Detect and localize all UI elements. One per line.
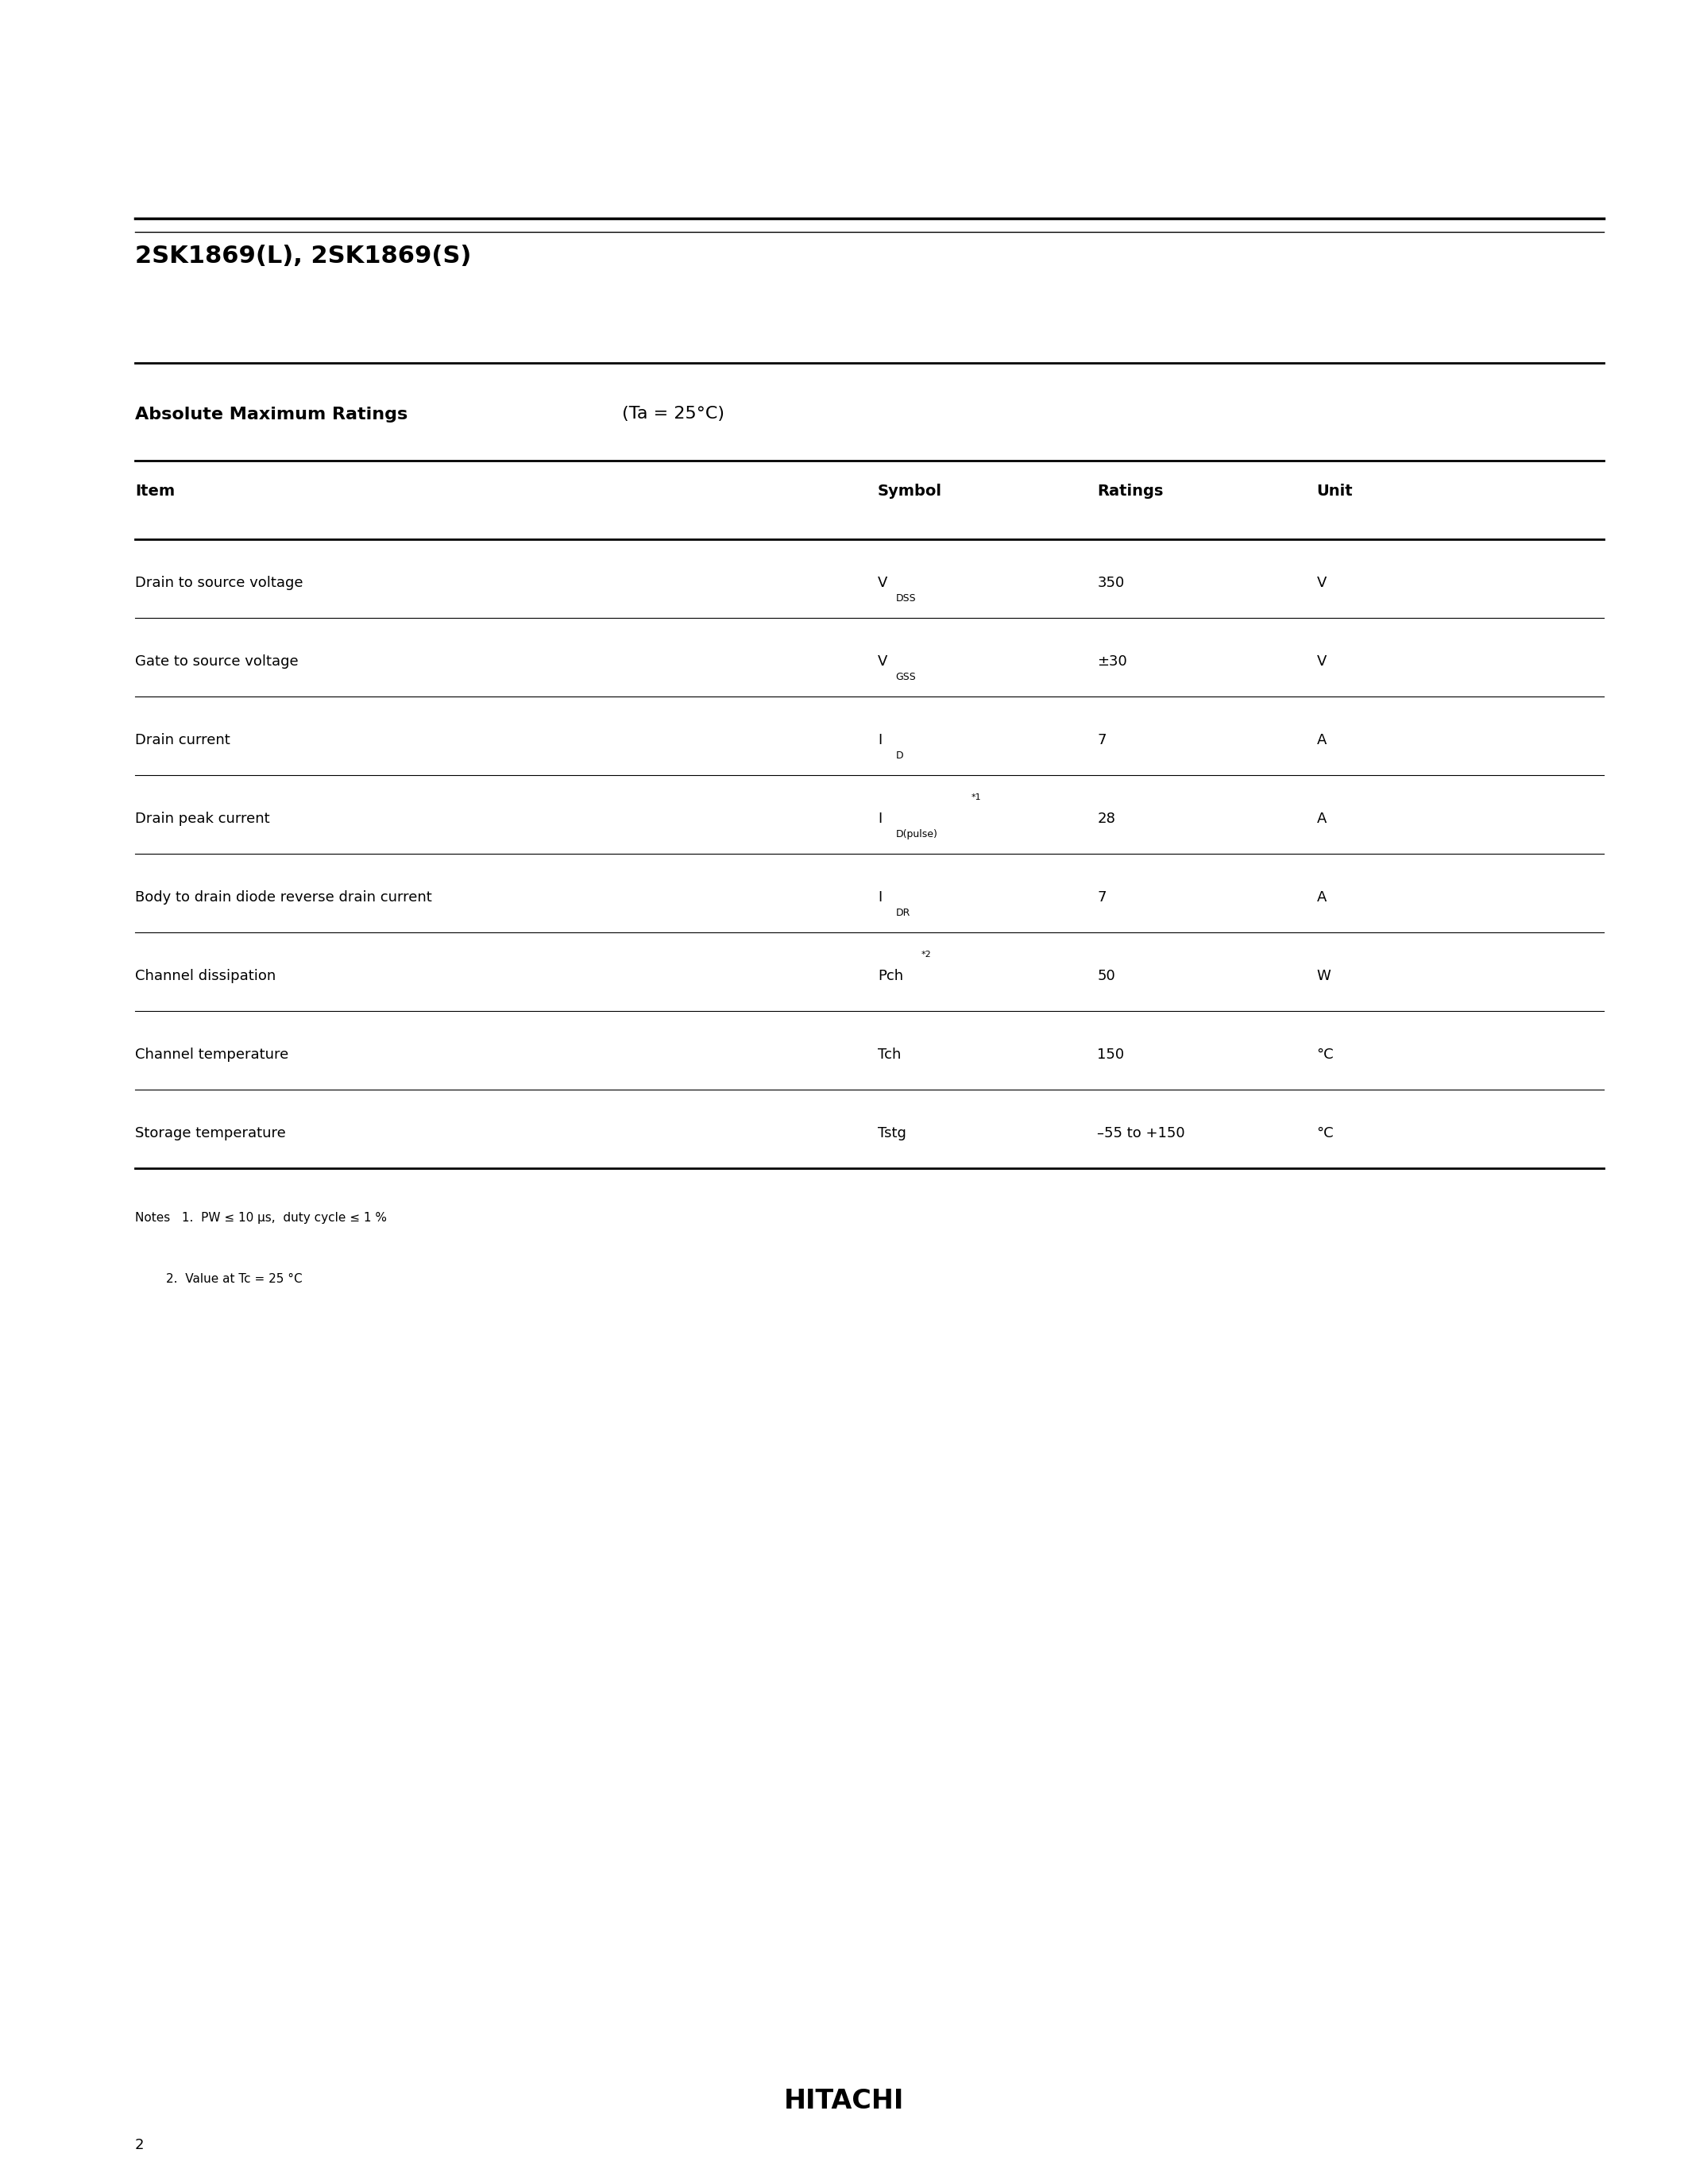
Text: DSS: DSS: [895, 594, 917, 603]
Text: I: I: [878, 812, 881, 826]
Text: 7: 7: [1097, 891, 1106, 904]
Text: Ratings: Ratings: [1097, 485, 1163, 498]
Text: I: I: [878, 734, 881, 747]
Text: 2.  Value at Tc = 25 °C: 2. Value at Tc = 25 °C: [135, 1273, 302, 1284]
Text: Drain peak current: Drain peak current: [135, 812, 270, 826]
Text: A: A: [1317, 734, 1327, 747]
Text: 2: 2: [135, 2138, 143, 2151]
Text: Drain current: Drain current: [135, 734, 230, 747]
Text: Pch: Pch: [878, 970, 903, 983]
Text: Tstg: Tstg: [878, 1127, 906, 1140]
Text: V: V: [878, 655, 888, 668]
Text: *2: *2: [922, 950, 932, 959]
Text: D: D: [895, 751, 903, 760]
Text: V: V: [878, 577, 888, 590]
Text: Drain to source voltage: Drain to source voltage: [135, 577, 304, 590]
Text: Storage temperature: Storage temperature: [135, 1127, 285, 1140]
Text: V: V: [1317, 577, 1327, 590]
Text: GSS: GSS: [895, 673, 917, 681]
Text: 28: 28: [1097, 812, 1116, 826]
Text: 7: 7: [1097, 734, 1106, 747]
Text: I: I: [878, 891, 881, 904]
Text: °C: °C: [1317, 1127, 1334, 1140]
Text: 50: 50: [1097, 970, 1116, 983]
Text: Symbol: Symbol: [878, 485, 942, 498]
Text: V: V: [1317, 655, 1327, 668]
Text: Notes   1.  PW ≤ 10 μs,  duty cycle ≤ 1 %: Notes 1. PW ≤ 10 μs, duty cycle ≤ 1 %: [135, 1212, 387, 1223]
Text: Gate to source voltage: Gate to source voltage: [135, 655, 299, 668]
Text: Item: Item: [135, 485, 176, 498]
Text: Channel temperature: Channel temperature: [135, 1048, 289, 1061]
Text: Unit: Unit: [1317, 485, 1352, 498]
Text: A: A: [1317, 891, 1327, 904]
Text: (Ta = 25°C): (Ta = 25°C): [616, 406, 724, 422]
Text: °C: °C: [1317, 1048, 1334, 1061]
Text: D(pulse): D(pulse): [895, 830, 937, 839]
Text: W: W: [1317, 970, 1330, 983]
Text: Body to drain diode reverse drain current: Body to drain diode reverse drain curren…: [135, 891, 432, 904]
Text: 150: 150: [1097, 1048, 1124, 1061]
Text: –55 to +150: –55 to +150: [1097, 1127, 1185, 1140]
Text: Absolute Maximum Ratings: Absolute Maximum Ratings: [135, 406, 408, 422]
Text: ±30: ±30: [1097, 655, 1128, 668]
Text: DR: DR: [895, 909, 910, 917]
Text: 2SK1869(L), 2SK1869(S): 2SK1869(L), 2SK1869(S): [135, 245, 471, 269]
Text: *1: *1: [972, 793, 981, 802]
Text: A: A: [1317, 812, 1327, 826]
Text: Channel dissipation: Channel dissipation: [135, 970, 275, 983]
Text: HITACHI: HITACHI: [783, 2088, 905, 2114]
Text: 350: 350: [1097, 577, 1124, 590]
Text: Tch: Tch: [878, 1048, 901, 1061]
